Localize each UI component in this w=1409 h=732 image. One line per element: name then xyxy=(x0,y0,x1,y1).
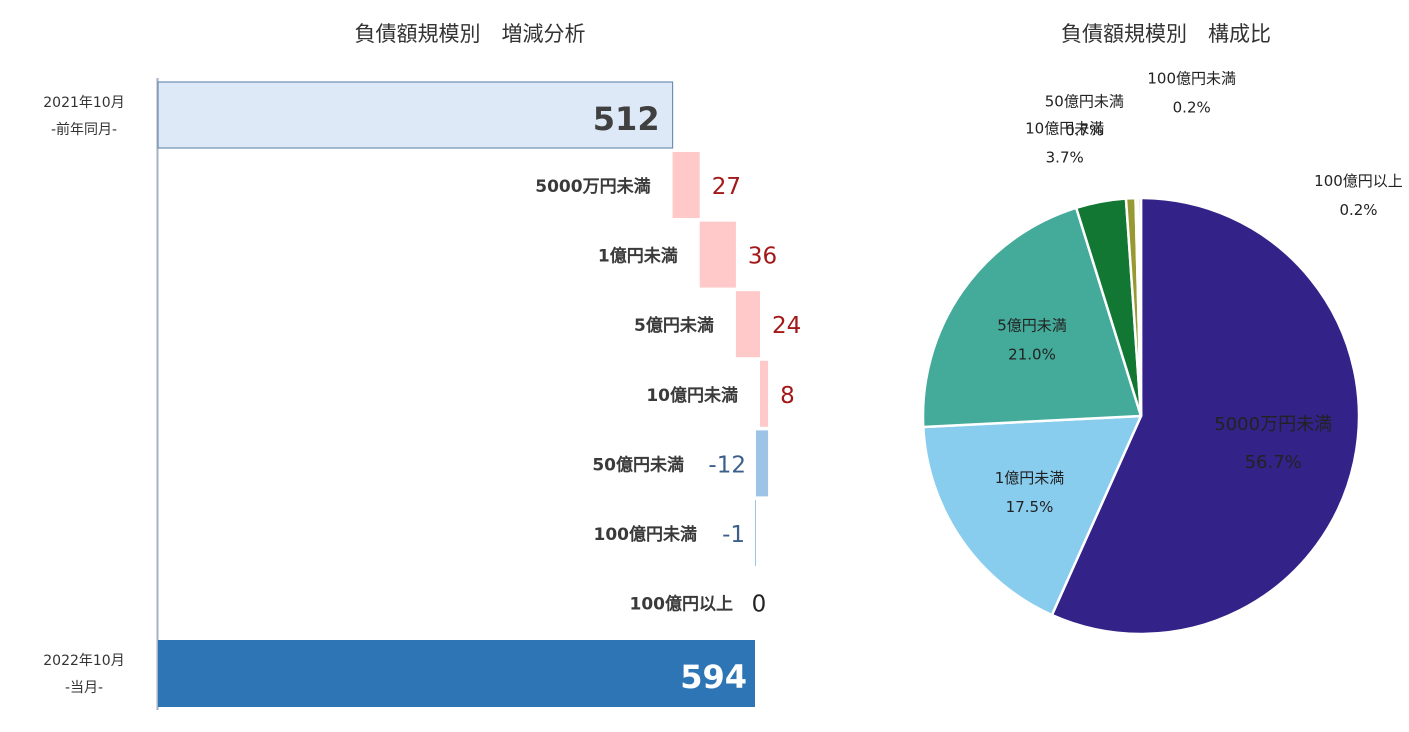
category-label: 100億円未満 xyxy=(594,524,698,545)
pie-percent-label: 56.7% xyxy=(1245,452,1302,473)
delta-value-label: 8 xyxy=(780,383,795,409)
end-total-value: 594 xyxy=(680,658,747,696)
start-total-value: 512 xyxy=(593,100,660,138)
end-total-bar xyxy=(158,640,755,707)
pie-category-label: 5000万円未満 xyxy=(1214,414,1332,435)
pie-percent-label: 3.7% xyxy=(1046,149,1084,167)
delta-value-label: -12 xyxy=(708,452,746,478)
end-period-sublabel: -当月- xyxy=(65,680,103,696)
delta-value-label: 0 xyxy=(752,592,767,618)
delta-value-label: 27 xyxy=(712,174,741,200)
start-period-label: 2021年10月 xyxy=(43,95,124,111)
waterfall-bar xyxy=(756,430,769,497)
category-label: 5000万円未満 xyxy=(535,176,650,197)
waterfall-bar xyxy=(760,360,769,427)
category-label: 50億円未満 xyxy=(592,454,684,475)
delta-value-label: -1 xyxy=(722,522,745,548)
pie-percent-label: 17.5% xyxy=(1006,498,1054,516)
waterfall-bar xyxy=(699,221,736,288)
start-period-sublabel: -前年同月- xyxy=(51,121,117,138)
delta-value-label: 36 xyxy=(748,244,777,270)
pie-percent-label: 0.2% xyxy=(1173,99,1211,117)
pie-category-label: 50億円未満 xyxy=(1045,93,1124,111)
category-label: 10億円未満 xyxy=(646,385,738,406)
pie-category-label: 100億円以上 xyxy=(1314,172,1403,190)
pie-category-label: 1億円未満 xyxy=(995,469,1065,487)
pie-category-label: 100億円未満 xyxy=(1147,70,1236,88)
pie-slice xyxy=(922,414,1143,617)
pie-title: 負債額規模別 構成比 xyxy=(1061,22,1271,46)
pie-category-label: 10億円未満 xyxy=(1025,120,1104,138)
pie-percent-label: 0.7% xyxy=(1065,122,1103,140)
waterfall-bar xyxy=(755,500,757,566)
pie-category-label: 5億円未満 xyxy=(997,316,1067,334)
pie-slice xyxy=(1137,196,1143,418)
waterfall-chart: 2021年10月 -前年同月- 2022年10月 -当月- 512 5000万円未… xyxy=(43,78,801,710)
pie-slice xyxy=(921,206,1143,429)
end-period-label: 2022年10月 xyxy=(43,653,124,669)
start-total-bar xyxy=(157,81,674,149)
pie-percent-label: 0.2% xyxy=(1339,201,1377,219)
pie-slice xyxy=(1050,196,1361,636)
category-label: 1億円未満 xyxy=(598,246,678,267)
category-label: 5億円未満 xyxy=(634,315,714,336)
pie-chart: 5000万円未満 56.7% 1億円未満 17.5% 5億円未満 21.0% 10億円未満 3… xyxy=(921,70,1403,636)
category-label: 100億円以上 xyxy=(630,594,734,615)
waterfall-bar xyxy=(735,291,761,358)
delta-value-label: 24 xyxy=(772,313,801,339)
pie-percent-label: 21.0% xyxy=(1008,345,1056,363)
waterfall-title: 負債額規模別 増減分析 xyxy=(355,22,586,46)
waterfall-bar xyxy=(672,152,700,218)
